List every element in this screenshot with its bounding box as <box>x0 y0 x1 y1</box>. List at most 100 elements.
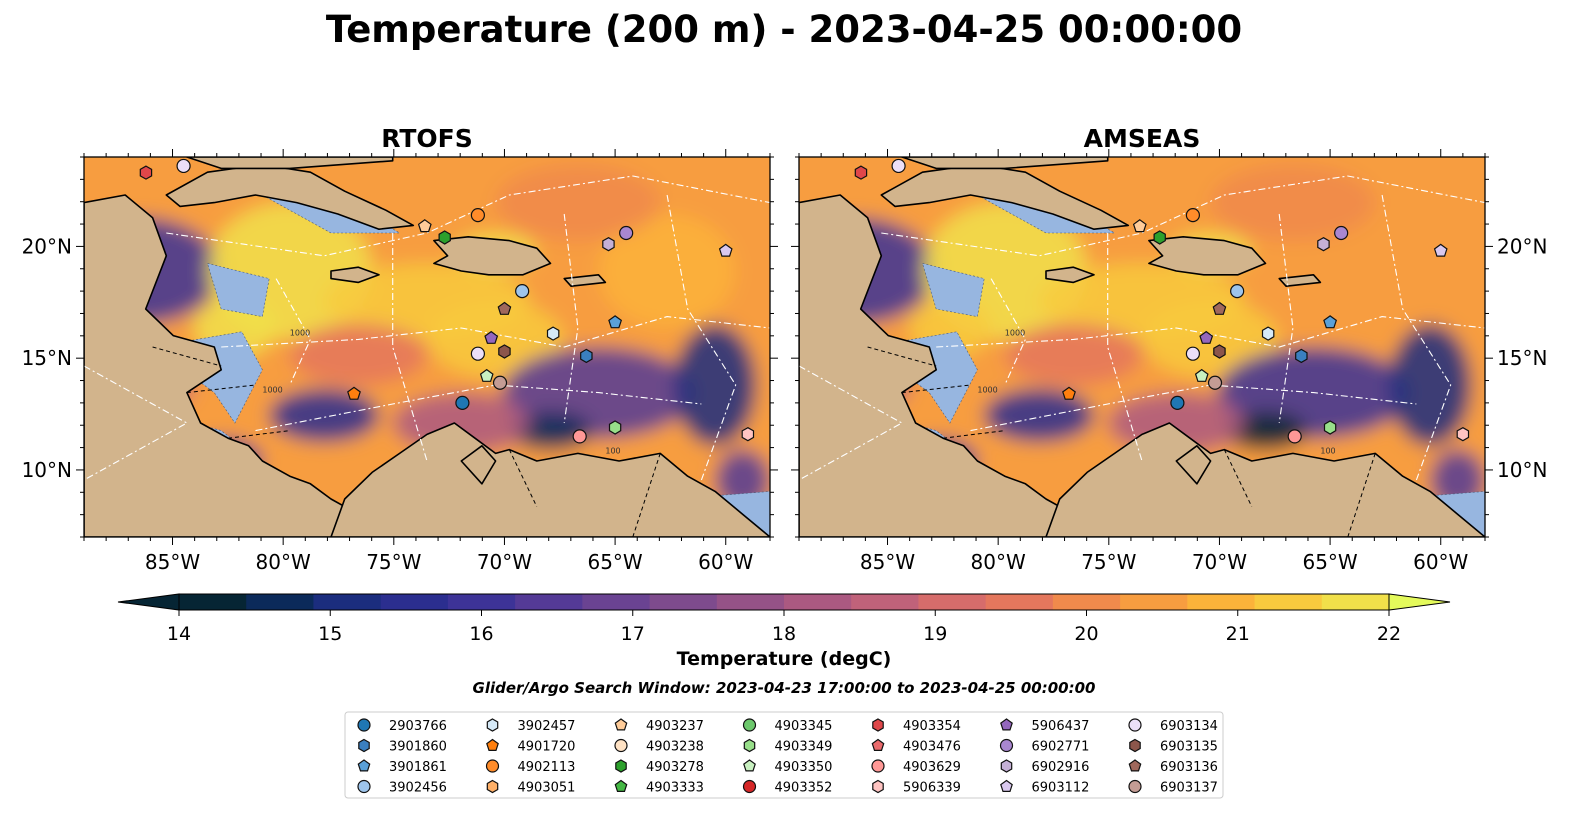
temperature-blob <box>673 324 757 446</box>
legend-label: 4903350 <box>775 760 833 775</box>
temperature-blob <box>598 214 736 328</box>
float-marker <box>1433 243 1448 257</box>
x-tick-label: 60°W <box>698 550 753 574</box>
colorbar-bin <box>1321 594 1390 610</box>
panel-title: AMSEAS <box>1084 124 1201 153</box>
y-tick-label: 15°N <box>22 346 72 370</box>
country-border <box>901 384 971 394</box>
legend-marker <box>1000 779 1013 792</box>
float-marker <box>1261 326 1275 341</box>
float-marker <box>470 208 485 223</box>
legend-marker <box>743 759 756 772</box>
float-marker <box>1212 301 1227 315</box>
legend-marker <box>1128 779 1142 794</box>
figure-title: Temperature (200 m) - 2023-04-25 00:00:0… <box>326 8 1242 51</box>
country-border <box>152 346 222 367</box>
float-marker <box>1132 219 1147 233</box>
land-polygon <box>186 157 394 170</box>
temperature-blob <box>269 388 379 442</box>
legend-marker <box>486 718 499 732</box>
legend-marker <box>871 738 885 751</box>
map-frame <box>83 156 771 538</box>
map-area: 1000 100 1000 <box>799 157 1485 537</box>
x-tick-label: 70°W <box>477 550 532 574</box>
x-tick-label: 80°W <box>971 550 1026 574</box>
colorbar-bin <box>515 594 583 610</box>
map-panel-rtofs: RTOFS 1000 100 1000 85°W 80°W 75°W 70°W 65°W 60… <box>22 124 778 574</box>
legend-frame <box>344 711 1224 799</box>
float-marker <box>1213 344 1226 359</box>
legend-label: 4903476 <box>903 740 961 755</box>
colorbar-tick-label: 16 <box>469 623 493 645</box>
legend-marker <box>1129 738 1141 753</box>
temperature-blob <box>509 411 592 450</box>
x-tick-label: 85°W <box>860 550 915 574</box>
country-border <box>1347 453 1376 537</box>
float-marker <box>455 395 470 410</box>
temperature-blob <box>1210 164 1376 241</box>
colorbar-tick-label: 19 <box>923 623 947 645</box>
map-area: 1000 100 1000 <box>84 157 770 537</box>
legend-marker <box>614 738 628 753</box>
float-marker <box>1334 225 1349 241</box>
temperature-blob <box>1388 324 1472 446</box>
contour-label: 1000 <box>977 386 997 395</box>
float-marker <box>741 427 755 442</box>
temperature-blob <box>1313 214 1451 328</box>
colorbar-bin <box>179 594 247 610</box>
float-marker <box>176 158 191 174</box>
legend-marker <box>485 759 500 773</box>
legend-label: 5906437 <box>1032 719 1090 734</box>
legend-marker <box>358 738 370 753</box>
float-marker <box>854 165 868 180</box>
float-marker <box>546 326 560 341</box>
float-marker <box>1185 208 1200 223</box>
legend-label: 5906339 <box>903 781 961 796</box>
colorbar-under-arrow <box>117 593 180 611</box>
land-polygon <box>563 273 607 288</box>
colorbar-label: Temperature (degC) <box>677 648 892 670</box>
land-polygon <box>1045 422 1485 537</box>
legend-label: 4903345 <box>775 719 833 734</box>
float-marker <box>1323 420 1337 435</box>
temperature-blob <box>1224 411 1307 450</box>
contour-label: 100 <box>1320 446 1335 455</box>
colorbar-bin <box>985 594 1054 610</box>
country-border <box>1223 449 1253 507</box>
shelf-area <box>207 262 270 317</box>
temperature-blob <box>495 164 661 241</box>
y-tick-label: 20°N <box>22 234 72 258</box>
eez-line <box>666 194 737 481</box>
colorbar-bins <box>179 594 1390 610</box>
float-marker <box>1199 330 1214 344</box>
float-marker <box>718 243 733 257</box>
legend-label: 4903333 <box>646 781 704 796</box>
land-polygon <box>433 236 552 276</box>
legend-marker <box>1000 718 1013 731</box>
float-marker <box>1287 429 1302 444</box>
legend-label: 3901860 <box>389 740 447 755</box>
y-tick-label: 15°N <box>1497 346 1547 370</box>
colorbar: 14 15 16 17 18 19 20 21 22 Temperature (degC) <box>117 593 1451 670</box>
eez-line <box>166 175 770 257</box>
legend-marker <box>742 779 757 794</box>
colorbar-tick-label: 15 <box>318 623 342 645</box>
float-marker <box>1323 315 1338 329</box>
legend-label: 6903137 <box>1160 781 1218 796</box>
x-tick-label: 80°W <box>256 550 311 574</box>
country-border <box>942 430 1005 439</box>
float-marker <box>580 348 593 364</box>
legend-label: 4903278 <box>646 760 704 775</box>
colorbar-bin <box>784 594 852 610</box>
legend-marker <box>357 718 371 732</box>
colorbar-bin <box>447 594 516 610</box>
colorbar-bin <box>246 594 314 610</box>
land-polygon <box>1148 236 1267 276</box>
colorbar-bin <box>313 594 382 610</box>
legend-marker <box>742 718 757 732</box>
country-border <box>632 453 661 537</box>
colorbar-bin <box>851 594 919 610</box>
colorbar-tick-label: 21 <box>1226 623 1250 645</box>
float-marker <box>1185 346 1200 361</box>
